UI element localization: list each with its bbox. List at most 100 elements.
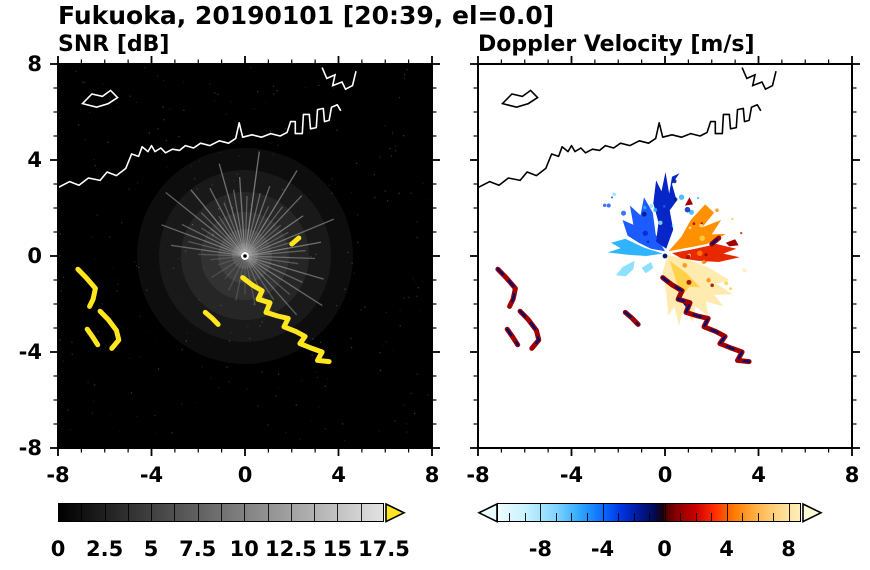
- snr-noise-speckle: [318, 406, 320, 408]
- snr-colorbar-tick: [174, 504, 176, 521]
- snr-noise-speckle: [416, 373, 418, 375]
- velocity-speck: [602, 203, 607, 208]
- snr-noise-speckle: [426, 199, 428, 201]
- snr-noise-speckle: [93, 159, 95, 161]
- snr-noise-speckle: [272, 154, 274, 156]
- coastline-main: [57, 103, 342, 189]
- radar-site-dot: [662, 253, 668, 259]
- snr-noise-speckle: [210, 377, 212, 379]
- snr-ray: [247, 258, 298, 316]
- snr-noise-speckle: [344, 288, 346, 290]
- snr-ray: [209, 187, 244, 253]
- snr-noise-speckle: [62, 360, 64, 362]
- snr-noise-speckle: [389, 148, 391, 150]
- snr-noise-speckle: [252, 269, 254, 272]
- snr-noise-speckle: [172, 267, 175, 269]
- snr-noise-speckle: [357, 241, 359, 243]
- snr-noise-speckle: [108, 341, 110, 343]
- snr-noise-speckle: [181, 403, 183, 405]
- snr-noise-speckle: [427, 394, 429, 396]
- snr-noise-speckle: [259, 325, 261, 327]
- velocity-speck: [686, 279, 692, 285]
- velocity-echo-patch-dash: [506, 328, 519, 346]
- velocity-colorbar-tick: [555, 513, 557, 521]
- snr-noise-speckle: [324, 385, 326, 387]
- snr-noise-speckle: [84, 81, 86, 84]
- velocity-lobe: [653, 172, 680, 249]
- snr-noise-speckle: [136, 101, 138, 103]
- velocity-colorbar-tick: [742, 513, 744, 521]
- snr-noise-speckle: [120, 326, 122, 328]
- snr-noise-speckle: [277, 144, 279, 146]
- velocity-speck: [704, 253, 708, 257]
- snr-echo-patch: [289, 235, 302, 247]
- velocity-colorbar-label: 0: [657, 537, 672, 561]
- snr-ray: [249, 255, 299, 265]
- snr-ray: [248, 257, 303, 283]
- snr-noise-speckle: [253, 303, 255, 305]
- snr-ray: [218, 256, 242, 266]
- snr-noise-speckle: [94, 165, 96, 167]
- snr-noise-speckle: [218, 222, 220, 224]
- snr-noise-speckle: [91, 236, 93, 238]
- snr-noise-speckle: [178, 135, 180, 138]
- snr-ray: [232, 189, 245, 252]
- snr-ray: [201, 227, 242, 255]
- snr-noise-speckle: [157, 75, 159, 77]
- velocity-colorbar-tick: [695, 513, 697, 521]
- snr-noise-speckle: [130, 392, 133, 394]
- snr-noise-speckle: [59, 116, 61, 118]
- snr-noise-speckle: [178, 301, 180, 303]
- velocity-speck: [688, 209, 694, 215]
- velocity-echo-patch-dash: [710, 236, 721, 246]
- colorbar-arrow-shape: [477, 502, 498, 523]
- snr-noise-speckle: [121, 222, 123, 224]
- snr-ray: [247, 258, 291, 296]
- velocity-speck: [642, 205, 647, 210]
- snr-noise-speckle: [414, 280, 416, 283]
- snr-noise-speckle: [136, 265, 138, 267]
- velocity-speck: [688, 226, 692, 230]
- snr-colorbar-tick: [360, 504, 362, 521]
- snr-ray: [190, 189, 243, 254]
- snr-noise-speckle: [315, 253, 317, 255]
- velocity-lobe: [668, 204, 726, 252]
- velocity-colorbar-tick: [571, 513, 573, 521]
- snr-noise-speckle: [408, 296, 410, 299]
- snr-colorbar-tick: [244, 504, 246, 521]
- velocity-speck: [682, 263, 688, 268]
- snr-noise-speckle: [107, 141, 109, 143]
- snr-noise-speckle: [232, 207, 234, 209]
- snr-ray: [249, 249, 306, 257]
- snr-noise-speckle: [257, 91, 259, 93]
- snr-noise-speckle: [278, 262, 280, 264]
- snr-noise-speckle: [356, 162, 358, 164]
- snr-noise-speckle: [171, 432, 173, 434]
- snr-colorbar-label: 0: [50, 537, 66, 561]
- snr-ray: [249, 241, 322, 256]
- snr-noise-speckle: [249, 338, 251, 340]
- snr-noise-speckle: [190, 165, 192, 167]
- snr-noise-speckle: [277, 388, 279, 390]
- snr-ray: [248, 215, 304, 255]
- velocity-speck: [641, 211, 647, 217]
- snr-ray: [244, 196, 248, 252]
- snr-noise-speckle: [214, 92, 216, 94]
- velocity-speck: [642, 230, 648, 236]
- snr-noise-speckle: [403, 404, 405, 406]
- snr-ray: [246, 259, 275, 301]
- snr-noise-speckle: [270, 282, 272, 284]
- velocity-speck: [673, 197, 678, 202]
- snr-noise-speckle: [308, 131, 310, 133]
- snr-colorbar-label: 7.5: [179, 537, 217, 561]
- snr-colorbar-tick: [267, 504, 269, 521]
- y-axis-tick-label: -4: [18, 340, 42, 364]
- velocity-speck: [696, 196, 700, 200]
- velocity-colorbar-tick: [540, 504, 542, 521]
- snr-noise-speckle: [201, 251, 203, 253]
- snr-noise-speckle: [351, 191, 353, 194]
- snr-noise-speckle: [128, 188, 130, 190]
- snr-noise-speckle: [347, 251, 349, 253]
- y-axis-tick-label: 0: [27, 244, 42, 268]
